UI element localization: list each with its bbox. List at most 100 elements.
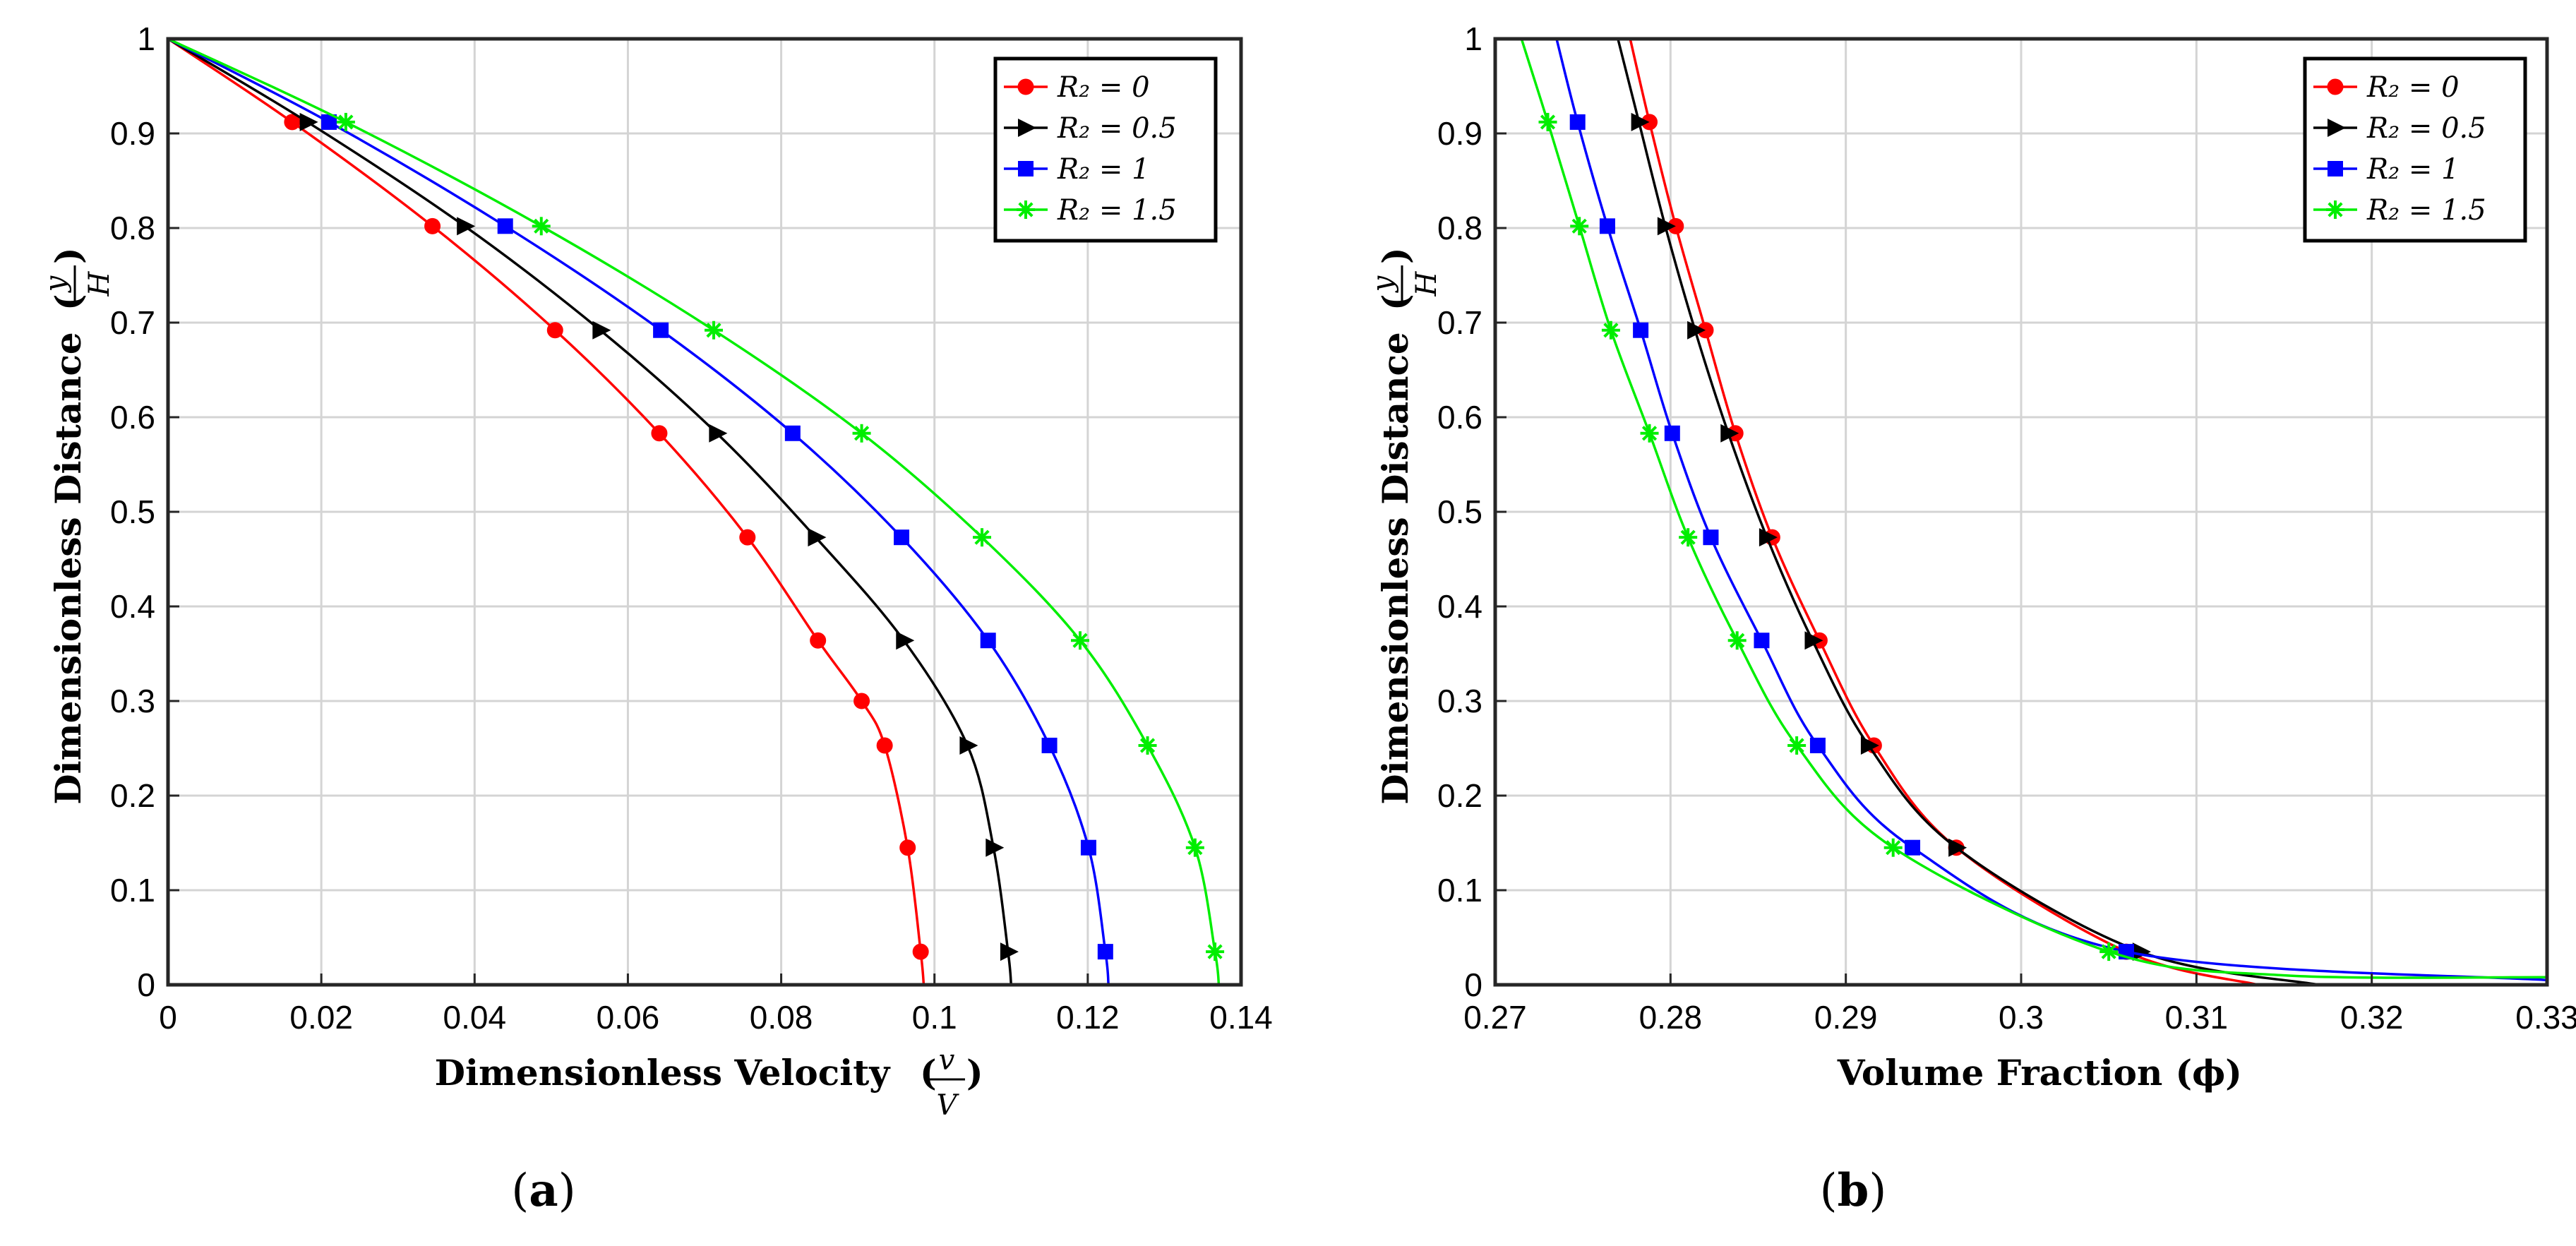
series-2-point [1754,633,1770,649]
y-tick-label: 0.6 [110,399,155,436]
y-tick-label: 0.5 [1437,493,1482,530]
y-axis-label: Dimensionless Distance (y H) [40,247,116,804]
y-axis-label-text: Dimensionless Distance [1374,332,1416,804]
x-tick-label: 0.14 [1209,999,1273,1036]
legend-swatch-marker [2328,161,2343,176]
series-3-point [336,112,355,131]
x-tick-label: 0.33 [2515,999,2576,1036]
y-tick-label: 1 [137,20,155,57]
y-axis-paren-open: ( [47,294,89,311]
x-axis-label-text: Dimensionless Velocity [435,1052,892,1094]
series-1-point [808,528,827,547]
y-axis-label-text: Dimensionless Distance [47,332,89,804]
series-2-point [1569,114,1586,130]
series-2-point [1809,737,1826,753]
y-tick-label: 0.7 [110,304,155,341]
x-axis-label: Volume Fraction (ϕ) [1837,1052,2242,1094]
y-tick-label: 0.2 [110,777,155,814]
legend-swatch-marker [2328,119,2346,137]
y-axis-paren-close: ) [1374,247,1416,264]
y-axis-paren-open: ( [1374,294,1416,311]
series-2-point [1703,529,1719,546]
series-line-0 [1629,39,2258,985]
series-2-point [894,529,910,546]
y-tick-label: 0.8 [110,210,155,246]
legend-entry: R₂ = 0.5 [2313,112,2486,145]
series-3-point [705,321,724,340]
x-tick-label: 0.1 [912,999,957,1036]
legend-label: R₂ = 0.5 [1057,112,1177,145]
x-axis-label-text: Volume Fraction [1837,1052,2163,1094]
legend-entry: R₂ = 0.5 [1004,112,1177,145]
x-axis-paren-close: ) [966,1052,983,1094]
legend-swatch-marker [1017,78,1034,95]
x-tick-label: 0.31 [2165,999,2229,1036]
panel-b: 0.27 0.28 0.29 0.3 0.31 0.32 0.33 0 0.1 0.2 0.3 0.4… [1367,20,2576,1217]
series-2-point [1097,944,1113,960]
series-3-point [1787,736,1807,755]
series-0-point [876,737,893,754]
panel-label: (b) [1820,1164,1887,1217]
legend-label: R₂ = 1 [1057,153,1150,186]
x-axis-fraction-num: v [939,1044,955,1077]
series-2-point [1599,218,1615,234]
y-tick-label: 0.3 [110,683,155,719]
series-2-point [1633,322,1649,338]
y-tick-label: 0.9 [1437,115,1482,152]
x-tick-label: 0.08 [750,999,813,1036]
series-0-point [546,322,563,339]
x-tick-label: 0.32 [2340,999,2404,1036]
series-1-point [2132,942,2151,962]
series-3-point [973,528,992,547]
series-1-point [1804,631,1823,650]
legend-entry: R₂ = 1.5 [2313,194,2486,227]
series-line-1 [1617,39,2320,985]
x-axis-fraction-den: V [937,1089,960,1122]
series-2-point [497,218,513,234]
legend: R₂ = 0 R₂ = 0.5 R₂ = 1 R₂ = 1.5 [993,56,1218,243]
series-line-0 [168,39,925,985]
series-0-point [651,425,668,442]
x-tick-label: 0.02 [289,999,353,1036]
series-line-3 [168,39,1221,985]
y-tick-label: 0 [137,966,155,1003]
x-tick-label: 0.06 [597,999,660,1036]
series-1-point [1860,736,1879,755]
legend-swatch-marker [2327,78,2344,95]
y-axis-fraction-num: y [1367,275,1399,293]
x-tick-label: 0.29 [1814,999,1878,1036]
series-3-point [1679,528,1698,547]
y-tick-label: 0.1 [1437,872,1482,909]
series-3-point [1601,321,1620,340]
y-axis-fraction-num: y [40,275,72,293]
series-2-point [784,425,801,441]
series-1-point [1657,217,1676,236]
series-1-point [1759,528,1778,547]
series-2-point [1664,425,1680,441]
series-2-point [1080,839,1096,856]
series-2-point [1905,839,1921,856]
series-1-point [986,838,1005,857]
y-tick-label: 0.8 [1437,210,1482,246]
y-tick-label: 0.2 [1437,777,1482,814]
series-3-point [1883,838,1903,857]
series-line-2 [168,39,1110,985]
legend-entry: R₂ = 0 [2313,71,2460,104]
series-3-point [1727,631,1747,650]
series-3-point [1185,838,1204,857]
y-axis-fraction-den: H [83,270,116,296]
legend-entry: R₂ = 0 [1004,71,1150,104]
y-tick-label: 0.6 [1437,399,1482,436]
x-tick-label: 0 [159,999,177,1036]
series-1-point [959,736,978,755]
series-2-point [321,114,337,130]
series-0-point [912,943,929,960]
y-tick-label: 0.4 [1437,588,1482,625]
x-axis-label: Dimensionless Velocity (vV) [435,1044,983,1122]
x-tick-label: 0.27 [1463,999,1527,1036]
legend-entry: R₂ = 1 [2313,153,2460,186]
panel-a: 0 0.02 0.04 0.06 0.08 0.1 0.12 0.14 0 0.1 0.2 0.3 0.… [40,20,1273,1217]
legend-swatch-marker [2326,200,2344,219]
series-1-point [1720,424,1739,443]
